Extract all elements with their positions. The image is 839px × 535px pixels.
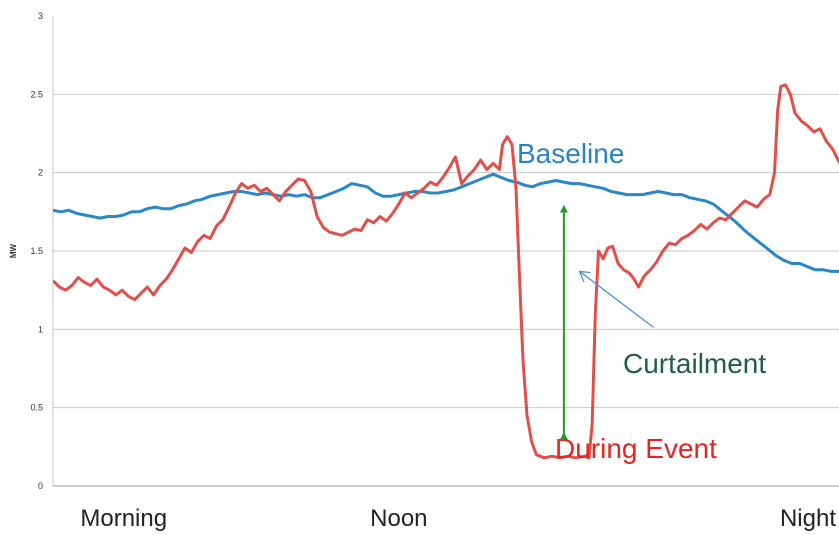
y-tick-label: 1.5 <box>30 246 43 256</box>
x-category-label: Noon <box>370 505 427 532</box>
annotation-baseline: Baseline <box>517 138 624 169</box>
y-tick-label: 2 <box>38 168 43 178</box>
x-axis-categories: Morning Noon Night <box>80 505 836 532</box>
y-tick-label: 0 <box>38 481 43 491</box>
annotation-during-event: During Event <box>555 433 717 464</box>
y-axis-ticks: 0 0.5 1 1.5 2 2.5 3 <box>30 11 43 491</box>
y-tick-label: 0.5 <box>30 403 43 413</box>
series-line-during-event <box>53 83 839 460</box>
series-line-baseline <box>53 172 839 273</box>
x-category-label: Morning <box>80 505 167 532</box>
y-axis-label: MW <box>9 243 18 258</box>
curtailment-pointer-arrow <box>580 271 654 328</box>
y-tick-label: 3 <box>38 11 43 21</box>
gridlines <box>52 16 839 487</box>
y-tick-label: 1 <box>38 324 43 334</box>
annotation-arrows <box>559 204 654 440</box>
x-category-label: Night <box>780 505 836 532</box>
y-tick-label: 2.5 <box>30 89 43 99</box>
annotation-curtailment: Curtailment <box>623 348 766 379</box>
series-lines <box>53 83 839 460</box>
